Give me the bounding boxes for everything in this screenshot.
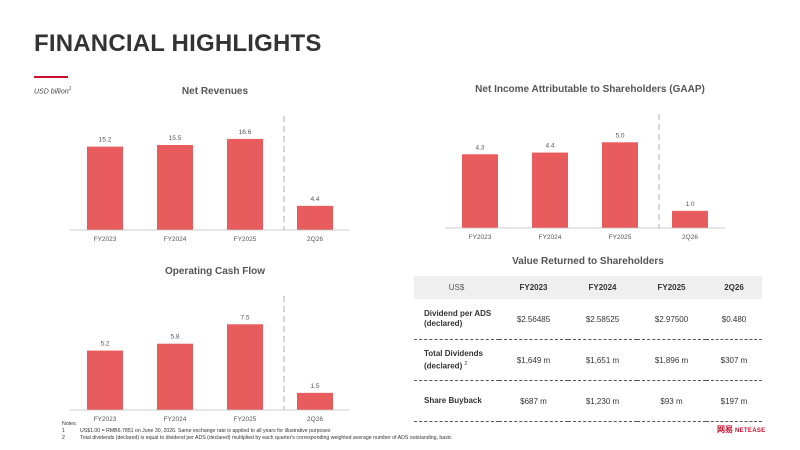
tick-label: FY2025 [234, 236, 257, 243]
operating-cash-flow-chart: Operating Cash Flow 5.2 FY2023 5.8 FY2024 7.… [70, 266, 360, 426]
bar-2q26 [672, 210, 708, 228]
bar-2q26 [297, 392, 333, 410]
bar-fy2023 [462, 154, 498, 228]
bar-fy2023 [87, 350, 123, 410]
footnote-2: 2 Total dividends (declared) is equal to … [62, 435, 452, 441]
data-label: 16.6 [239, 129, 252, 136]
bar-fy2023 [87, 146, 123, 230]
tick-label: FY2025 [234, 416, 257, 423]
table-header-cell: FY2024 [568, 276, 637, 299]
tick-label: 2Q26 [307, 416, 323, 423]
bar-fy2025 [227, 138, 263, 230]
data-label: 5.2 [100, 341, 109, 348]
bar-fy2025 [227, 324, 263, 410]
footnote-1: 1 US$1.00 = RMB6.7851 on June 30, 2026. S… [62, 428, 331, 434]
row-label: Total Dividends (declared) 2 [414, 339, 499, 381]
table-header-cell: US$ [414, 276, 499, 299]
table-cell: $1,651 m [568, 339, 637, 381]
operating-cash-flow-svg: 5.2 FY2023 5.8 FY2024 7.5 FY2025 1.5 2Q26 [70, 296, 350, 423]
row-label: Dividend per ADS (declared) [414, 299, 499, 340]
data-label: 4.3 [475, 144, 484, 151]
page-title: FINANCIAL HIGHLIGHTS [34, 30, 322, 57]
tick-label: FY2024 [164, 416, 187, 423]
chart-title: Net Revenues [181, 86, 249, 97]
footnotes: Notes: 1 US$1.00 = RMB6.7851 on June 30, … [62, 421, 452, 442]
unit-label: USD billion1 [34, 86, 72, 96]
data-label: 15.2 [99, 137, 112, 144]
data-label: 5.8 [170, 334, 179, 341]
tick-label: FY2024 [164, 236, 187, 243]
tick-label: FY2023 [469, 234, 492, 241]
table-cell: $2.58525 [568, 299, 637, 340]
data-label: 1.0 [685, 201, 694, 208]
bar-fy2024 [157, 144, 193, 230]
netease-logo: 网易 NETEASE [717, 425, 766, 434]
table-cell: $687 m [499, 380, 568, 422]
tick-label: 2Q26 [307, 236, 323, 243]
net-income-chart: Net Income Attributable to Shareholders … [445, 84, 735, 244]
data-label: 15.5 [169, 135, 182, 142]
table-header-cell: FY2025 [637, 276, 706, 299]
table-cell: $2.56485 [499, 299, 568, 340]
row-label: Share Buyback [414, 380, 499, 422]
net-revenues-svg: 15.2 FY2023 15.5 FY2024 16.6 FY2025 4.4 2Q26 [70, 116, 350, 243]
table-header-row: US$ FY2023 FY2024 FY2025 2Q26 [414, 276, 762, 299]
tick-label: FY2025 [609, 234, 632, 241]
chart-title: Net Income Attributable to Shareholders … [475, 84, 705, 95]
table-cell: $307 m [706, 339, 762, 381]
data-label: 1.5 [310, 383, 319, 390]
data-label: 4.4 [545, 143, 554, 150]
net-revenues-chart: Net Revenues 15.2 FY2023 15.5 FY2024 16.6 FY2… [70, 86, 360, 246]
table-row: Dividend per ADS (declared) $2.56485 $2.… [414, 299, 762, 340]
bar-fy2024 [157, 343, 193, 410]
table-cell: $1,649 m [499, 339, 568, 381]
table-row: Total Dividends (declared) 2 $1,649 m $1… [414, 339, 762, 381]
bar-2q26 [297, 205, 333, 230]
notes-heading: Notes: [62, 421, 77, 427]
data-label: 4.4 [310, 196, 319, 203]
net-income-svg: 4.3 FY2023 4.4 FY2024 5.0 FY2025 1.0 2Q26 [445, 114, 725, 241]
bar-fy2025 [602, 142, 638, 228]
tick-label: FY2024 [539, 234, 562, 241]
table-cell: $1,230 m [568, 380, 637, 422]
chart-title: Operating Cash Flow [164, 266, 265, 277]
value-returned-title: Value Returned to Shareholders [512, 256, 664, 267]
table-cell: $0.480 [706, 299, 762, 340]
tick-label: FY2023 [94, 236, 117, 243]
tick-label: FY2023 [94, 416, 117, 423]
table-header-cell: 2Q26 [706, 276, 762, 299]
table-row: Share Buyback $687 m $1,230 m $93 m $197… [414, 380, 762, 422]
bar-fy2024 [532, 152, 568, 228]
data-label: 5.0 [615, 132, 624, 139]
table-header-cell: FY2023 [499, 276, 568, 299]
value-returned-table: US$ FY2023 FY2024 FY2025 2Q26 Dividend p… [414, 276, 762, 422]
table-cell: $2.97500 [637, 299, 706, 340]
tick-label: 2Q26 [682, 234, 698, 241]
data-label: 7.5 [240, 314, 249, 321]
title-underline [34, 76, 68, 78]
table-cell: $197 m [706, 380, 762, 422]
table-cell: $93 m [637, 380, 706, 422]
table-cell: $1,896 m [637, 339, 706, 381]
